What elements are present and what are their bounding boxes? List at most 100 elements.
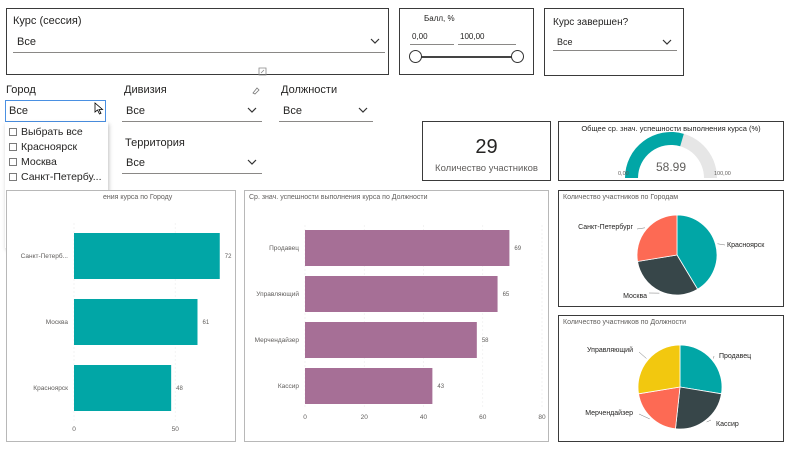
course-dropdown[interactable]: Все <box>13 31 385 53</box>
course-dropdown-value: Все <box>17 35 36 48</box>
city-option-label: Красноярск <box>21 140 78 153</box>
city-bar-xtick-label: 0 <box>72 426 76 433</box>
chart-by-city: ения курса по Городу 0 50 Санкт-Петерб... 7… <box>6 190 236 442</box>
territory-slicer-title: Территория <box>125 137 185 149</box>
score-slider-handle-min[interactable] <box>409 50 422 63</box>
territory-dropdown[interactable]: Все <box>122 152 262 174</box>
checkbox-icon <box>9 157 17 166</box>
city-bar-bar[interactable] <box>74 233 220 279</box>
kpi-label: Количество участников <box>435 163 538 174</box>
gauge-value: 58.99 <box>655 160 687 174</box>
city-pie-label: Санкт-Петербург <box>578 223 633 231</box>
city-bar-data-label: 48 <box>176 386 183 392</box>
position-bar-bar[interactable] <box>305 368 433 404</box>
chevron-down-icon <box>247 159 257 165</box>
completed-slicer: Курс завершен? Все <box>544 8 684 76</box>
gauge-min-label: 0,00 <box>618 171 629 177</box>
territory-dropdown-value: Все <box>126 156 145 169</box>
position-bar-category-label: Управляющий <box>256 290 299 298</box>
positions-dropdown-value: Все <box>283 104 302 117</box>
position-bar-category-label: Кассир <box>278 383 300 390</box>
position-pie-slice[interactable] <box>637 344 681 395</box>
position-bar-xtick-label: 20 <box>361 414 369 421</box>
division-slicer-title: Дивизия <box>124 84 167 96</box>
chart-by-position: Ср. знач. успешности выполнения курса по… <box>244 190 549 442</box>
city-option-moscow[interactable]: Москва <box>5 154 108 169</box>
city-pie-leader-line <box>636 227 646 230</box>
chart-by-position-title: Ср. знач. успешности выполнения курса по… <box>249 194 428 201</box>
city-option-label: Москва <box>21 155 57 168</box>
position-bar-data-label: 43 <box>437 384 444 390</box>
score-slider-track[interactable] <box>416 56 520 58</box>
position-pie-slice[interactable] <box>679 344 723 395</box>
city-bar-xtick-label: 50 <box>172 426 180 433</box>
score-max-value: 100,00 <box>460 32 485 41</box>
chart-by-city-title: ения курса по Городу <box>103 194 173 201</box>
position-pie-label: Управляющий <box>587 346 633 354</box>
city-bar-bar[interactable] <box>74 365 172 411</box>
position-bar-category-label: Мерчендайзер <box>255 336 300 344</box>
position-bar-data-label: 58 <box>482 338 489 344</box>
city-bar-category-label: Санкт-Петерб... <box>21 252 69 260</box>
gauge-chart <box>625 132 717 178</box>
position-bar-bar[interactable] <box>305 276 498 312</box>
position-bar-xtick-label: 40 <box>420 414 428 421</box>
city-option-krasnoyarsk[interactable]: Красноярск <box>5 139 108 154</box>
position-bar-xtick-label: 0 <box>303 414 307 421</box>
kpi-card: 29 Количество участников <box>422 121 551 181</box>
score-min-input[interactable]: 0,00 <box>410 29 454 45</box>
positions-dropdown[interactable]: Все <box>279 100 373 122</box>
pie-by-city-title: Количество участников по Городам <box>563 194 679 201</box>
position-bar-xtick-label: 80 <box>538 414 546 421</box>
division-dropdown-value: Все <box>126 104 145 117</box>
city-bar-category-label: Красноярск <box>33 385 68 392</box>
gauge-title: Общее ср. знач. успешности выполнения ку… <box>581 124 761 133</box>
completed-slicer-title: Курс завершен? <box>553 17 629 28</box>
city-bar-data-label: 61 <box>202 320 209 326</box>
city-pie-slice[interactable] <box>637 254 699 296</box>
score-max-input[interactable]: 100,00 <box>458 29 516 45</box>
score-slicer-title: Балл, % <box>424 14 455 23</box>
positions-slicer-title: Должности <box>281 84 338 96</box>
division-dropdown[interactable]: Все <box>122 100 262 122</box>
checkbox-icon <box>9 172 17 181</box>
completed-dropdown-value: Все <box>557 36 573 47</box>
chart-by-position-svg: 0 20 40 60 80 Продавец 69 Управляющий 65 Мерченда… <box>255 225 546 421</box>
city-pie-leader-line <box>717 243 726 246</box>
city-slicer-title: Город <box>6 84 36 96</box>
score-min-value: 0,00 <box>412 32 428 41</box>
city-pie-label: Красноярск <box>727 242 765 249</box>
city-option-select-all[interactable]: Выбрать все <box>5 124 108 139</box>
expand-icon[interactable] <box>258 67 267 76</box>
city-pie-slice[interactable] <box>636 214 678 262</box>
position-bar-xtick-label: 60 <box>479 414 487 421</box>
pie-by-position-svg: Продавец Кассир Мерчендайзер Управляющий <box>585 344 751 430</box>
eraser-icon[interactable] <box>251 86 260 95</box>
chevron-down-icon <box>247 107 257 113</box>
pie-by-position-title: Количество участников по Должности <box>563 319 687 326</box>
position-bar-bar[interactable] <box>305 322 477 358</box>
checkbox-icon <box>9 142 17 151</box>
position-pie-leader-line <box>706 419 712 423</box>
position-pie-slice[interactable] <box>675 386 722 430</box>
course-slicer-title: Курс (сессия) <box>13 15 82 27</box>
position-bar-data-label: 65 <box>503 292 510 298</box>
city-bar-bar[interactable] <box>74 299 198 345</box>
chevron-down-icon <box>662 39 672 45</box>
city-pie-label: Москва <box>623 293 647 300</box>
city-dropdown[interactable]: Все <box>5 100 106 122</box>
score-slider-handle-max[interactable] <box>511 50 524 63</box>
chevron-down-icon <box>358 107 368 113</box>
position-pie-slice[interactable] <box>638 386 681 430</box>
checkbox-icon <box>9 127 17 136</box>
position-bar-bar[interactable] <box>305 230 510 266</box>
position-bar-category-label: Продавец <box>269 245 299 252</box>
position-pie-leader-line <box>638 351 647 359</box>
city-pie-slice[interactable] <box>676 214 718 290</box>
chevron-down-icon <box>370 38 380 44</box>
completed-dropdown[interactable]: Все <box>553 33 677 51</box>
city-bar-category-label: Москва <box>46 319 69 326</box>
position-pie-label: Продавец <box>719 353 751 360</box>
city-option-spb[interactable]: Санкт-Петербу... <box>5 169 108 184</box>
position-pie-label: Мерчендайзер <box>585 409 633 417</box>
